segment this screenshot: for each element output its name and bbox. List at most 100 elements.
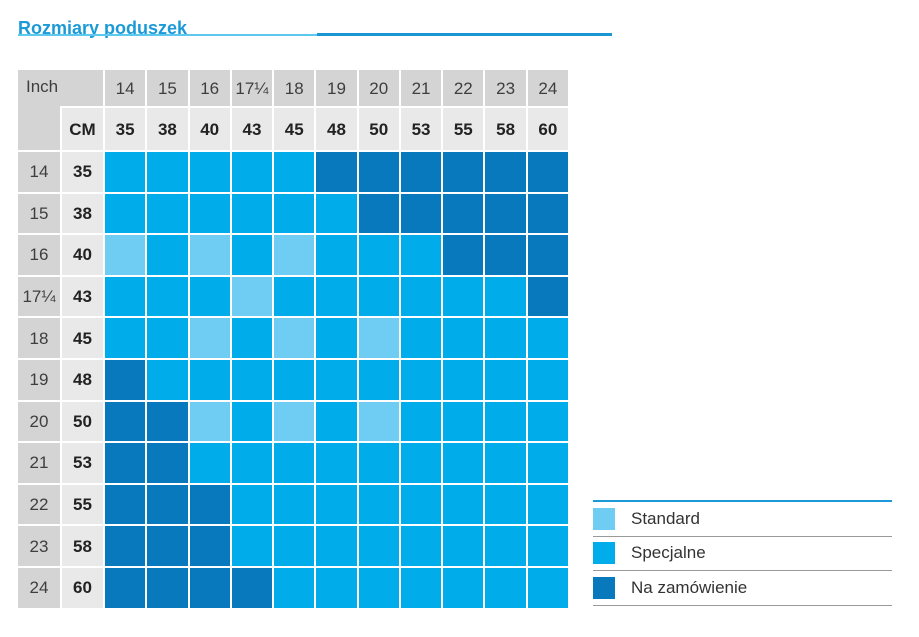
size-cell [231,235,273,275]
size-cell [527,152,568,192]
size-cell [189,235,230,275]
size-cell [316,235,357,275]
col-header-inch: 22 [443,70,484,106]
col-header-inch: 19 [316,70,357,106]
size-cell [231,401,273,442]
row-header-inch: 22 [18,484,60,525]
size-cell [400,276,442,317]
size-cell [147,567,188,608]
size-cell [105,484,146,525]
col-header-cm: 35 [105,108,146,150]
col-header-cm: 48 [316,108,357,150]
col-header-cm: 55 [443,108,484,150]
size-cell [147,526,188,566]
size-cell [485,235,526,275]
size-cell [316,526,357,566]
size-cell [527,526,568,566]
size-cell [189,443,230,483]
size-cell [189,526,230,566]
size-cell [316,443,357,483]
title-underline-dark [317,33,612,36]
size-cell [400,443,442,483]
size-cell [443,318,484,358]
size-cell [400,484,442,525]
size-cell [231,359,273,400]
col-header-cm: 40 [189,108,230,150]
size-cell [527,359,568,400]
size-cell [105,318,146,358]
size-cell [400,318,442,358]
col-header-inch: 17¼ [231,70,273,106]
size-cell [316,359,357,400]
size-cell [358,401,399,442]
size-matrix: Inch CM 14 15 16 17¼ 18 19 20 21 22 23 24 35 38 40 43 45 4… [18,70,568,608]
row-header-cm: 45 [62,318,103,358]
size-cell [527,318,568,358]
col-header-cm: 45 [274,108,315,150]
row-header-cm: 38 [62,193,103,234]
col-header-inch: 23 [485,70,526,106]
size-cell [358,443,399,483]
size-cell [485,443,526,483]
size-cell [231,152,273,192]
size-cell [400,193,442,234]
size-cell [358,193,399,234]
row-header-inch: 21 [18,443,60,483]
size-cell [189,567,230,608]
size-cell [443,276,484,317]
size-cell [105,401,146,442]
size-cell [274,484,315,525]
size-cell [358,152,399,192]
legend-item-standard: Standard [593,502,892,537]
size-cell [105,193,146,234]
size-cell [274,235,315,275]
row-header-inch: 18 [18,318,60,358]
size-cell [231,567,273,608]
size-cell [527,567,568,608]
legend-label: Na zamówienie [631,577,748,597]
row-header-cm: 58 [62,526,103,566]
size-cell [274,567,315,608]
row-header-cm: 48 [62,359,103,400]
size-cell [527,276,568,317]
size-cell [147,193,188,234]
size-cell [105,359,146,400]
col-header-inch: 20 [358,70,399,106]
size-cell [105,567,146,608]
size-cell [274,152,315,192]
size-cell [274,276,315,317]
size-cell [105,235,146,275]
row-header-inch: 15 [18,193,60,234]
size-cell [400,567,442,608]
size-cell [316,567,357,608]
size-cell [274,401,315,442]
standard-swatch [593,507,615,530]
legend-item-na-zamowienie: Na zamówienie [593,571,892,606]
size-cell [358,526,399,566]
size-cell [274,443,315,483]
na-zamowienie-swatch [593,576,615,599]
size-cell [443,359,484,400]
size-cell [274,318,315,358]
row-header-cm: 53 [62,443,103,483]
size-cell [358,567,399,608]
col-header-inch: 14 [105,70,146,106]
size-cell [485,567,526,608]
size-cell [147,318,188,358]
size-cell [443,152,484,192]
size-cell [527,235,568,275]
size-cell [189,193,230,234]
size-cell [485,193,526,234]
row-header-inch: 24 [18,567,60,608]
size-cell [189,318,230,358]
size-cell [443,401,484,442]
size-cell [400,359,442,400]
col-header-cm: 38 [147,108,188,150]
size-cell [231,443,273,483]
size-cell [527,443,568,483]
row-header-cm: 40 [62,235,103,275]
size-cell [358,276,399,317]
size-cell [147,484,188,525]
legend: Standard Specjalne Na zamówienie [593,500,892,606]
size-cell [527,484,568,525]
